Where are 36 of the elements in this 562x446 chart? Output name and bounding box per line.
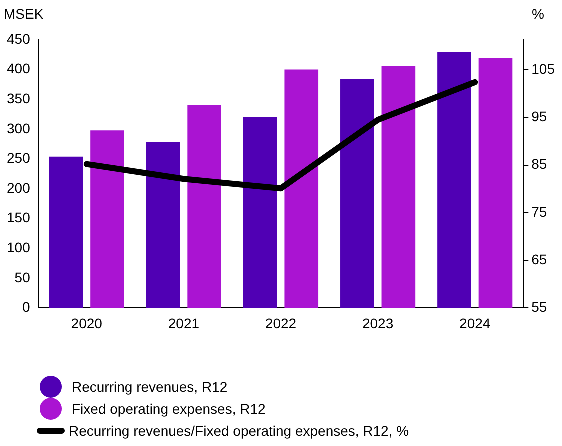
y-tick-label: 250 bbox=[7, 150, 31, 166]
y-tick-label: 200 bbox=[7, 180, 31, 196]
y2-tick-label: 55 bbox=[532, 299, 548, 316]
x-tick-label: 2023 bbox=[362, 315, 394, 332]
y-tick-label: 50 bbox=[14, 269, 31, 286]
x-tick-label: 2022 bbox=[265, 315, 297, 332]
bar bbox=[49, 156, 84, 308]
bar bbox=[382, 66, 416, 308]
y2-tick-label: 85 bbox=[532, 156, 548, 172]
x-tick-label: 2021 bbox=[168, 315, 200, 332]
bar bbox=[438, 52, 472, 308]
bar bbox=[284, 70, 319, 308]
y2-tick-label: 75 bbox=[532, 204, 548, 220]
bar bbox=[146, 142, 180, 308]
y-tick-label: 0 bbox=[22, 299, 31, 316]
y2-axis-title: % bbox=[532, 6, 544, 22]
y-tick-label: 450 bbox=[7, 30, 31, 47]
legend-label: Recurring revenues, R12 bbox=[72, 379, 228, 395]
x-tick-label: 2024 bbox=[460, 315, 491, 332]
bar bbox=[243, 117, 278, 308]
y-tick-label: 400 bbox=[7, 60, 31, 77]
y-tick-label: 100 bbox=[7, 239, 31, 256]
bar bbox=[340, 79, 374, 308]
y-tick-label: 350 bbox=[7, 90, 31, 106]
x-tick-label: 2020 bbox=[71, 315, 103, 332]
bar bbox=[90, 130, 124, 308]
legend-label: Fixed operating expenses, R12 bbox=[72, 401, 266, 417]
y2-tick-label: 95 bbox=[532, 108, 548, 125]
y2-tick-label: 105 bbox=[532, 60, 556, 77]
y2-tick-label: 65 bbox=[532, 251, 548, 268]
bar bbox=[478, 58, 513, 308]
y-axis-title: MSEK bbox=[4, 6, 44, 22]
y-tick-label: 300 bbox=[7, 120, 31, 136]
y-tick-label: 150 bbox=[7, 210, 31, 226]
bar bbox=[188, 106, 222, 308]
legend-label: Recurring revenues/Fixed operating expenses, R12, % bbox=[69, 423, 410, 439]
